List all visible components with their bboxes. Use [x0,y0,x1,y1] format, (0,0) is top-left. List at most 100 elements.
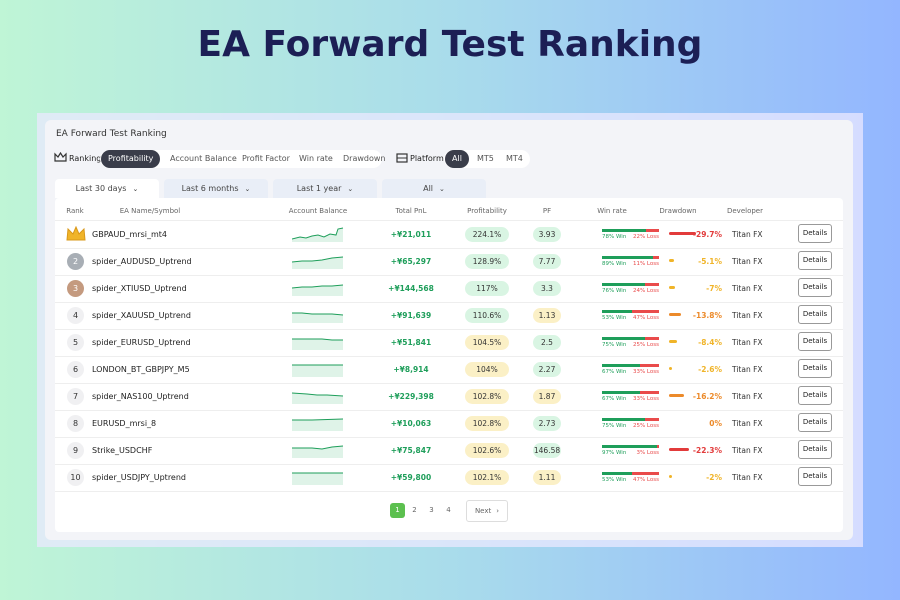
total-pnl: +¥10,063 [390,419,432,428]
drawdown: -5.1% [698,257,722,266]
rank-badge: 5 [67,334,84,351]
filter-dropdown[interactable]: Last 6 months ⌄ [164,179,268,198]
pf-pill: 1.11 [533,470,561,485]
drawdown-bar [669,286,676,289]
loss-label: 22% Loss [632,234,659,240]
win-label: 53% Win [602,315,627,321]
details-button[interactable]: Details [798,467,832,486]
page-button[interactable]: 4 [446,506,451,514]
pf-pill: 146.58 [533,443,561,458]
table-row: 5 spider_EURUSD_Uptrend +¥51,841 104.5% 2.5 7… [55,329,843,357]
details-button[interactable]: Details [798,332,832,351]
table-row: 10 spider_USDJPY_Uptrend +¥59,800 102.1% 1.1… [55,464,843,492]
ea-name: GBPAUD_mrsi_mt4 [92,230,167,239]
balance-sparkline [292,338,343,350]
drawdown: -2% [706,473,722,482]
drawdown: -8.4% [698,338,722,347]
tab[interactable]: Account Balance [170,154,237,163]
chevron: ⌄ [244,185,251,193]
win-bar [602,445,658,448]
total-pnl: +¥59,800 [390,473,432,482]
loss-label: 33% Loss [632,396,659,402]
win-label: 75% Win [602,342,627,348]
total-pnl: +¥91,639 [390,311,432,320]
ea-name: spider_EURUSD_Uptrend [92,338,191,347]
next-label: Next [474,507,492,515]
details-button[interactable]: Details [798,440,832,459]
header-divider [55,220,843,221]
developer: Titan FX [732,365,763,374]
balance-sparkline [292,256,344,269]
filter-label: Last 1 year [296,184,342,193]
balance-sparkline [292,472,343,485]
chevron: ⌄ [347,185,354,193]
win-label: 78% Win [602,234,627,240]
drawdown: 0% [709,419,722,428]
details-button[interactable]: Details [798,413,832,432]
rank-badge: 6 [67,361,84,378]
details-button[interactable]: Details [798,305,832,324]
win-label: 75% Win [602,423,627,429]
table-row: 9 Strike_USDCHF +¥75,847 102.6% 146.58 97% Wi… [55,437,843,465]
ea-name: LONDON_BT_GBPJPY_M5 [92,365,190,374]
win-label: 76% Win [602,288,627,294]
pf-pill: 1.13 [533,308,561,323]
details-button[interactable]: Details [798,251,832,270]
chevron: ⌄ [439,185,445,193]
developer: Titan FX [732,338,763,347]
table-row: 8 EURUSD_mrsi_8 +¥10,063 102.8% 2.73 75% Win 2… [55,410,843,438]
tab-group [100,150,382,168]
ea-name: spider_NAS100_Uptrend [92,392,189,401]
filter-dropdown[interactable]: All ⌄ [382,179,486,198]
win-bar [602,418,645,421]
loss-label: 11% Loss [632,261,659,267]
filter-dropdown[interactable]: Last 30 days ⌄ [55,179,159,198]
win-bar [602,337,645,340]
win-bar [602,391,641,394]
developer: Titan FX [732,284,763,293]
chevron: ⌄ [132,185,139,193]
platform-tab[interactable]: All [445,150,469,168]
rank-badge: 2 [67,253,84,270]
panel-title: EA Forward Test Ranking [56,129,167,139]
loss-label: 33% Loss [632,369,659,375]
details-button[interactable]: Details [798,359,832,378]
details-button[interactable]: Details [798,278,832,297]
profitability-pill: 128.9% [465,254,509,269]
details-button[interactable]: Details [798,224,832,243]
filter-dropdown[interactable]: Last 1 year ⌄ [273,179,377,198]
pf-pill: 1.87 [533,389,561,404]
rank-badge: 10 [67,469,84,486]
balance-sparkline [292,364,343,377]
platform-tab[interactable]: MT4 [506,154,523,163]
win-bar [602,472,633,475]
win-label: 89% Win [602,261,627,267]
next-button[interactable]: Next › [466,500,508,522]
balance-sparkline [292,392,344,404]
balance-sparkline [292,418,344,431]
tab[interactable]: Win rate [299,154,333,163]
pf-pill: 2.73 [533,416,561,431]
win-bar [602,256,653,259]
table-row: 6 LONDON_BT_GBPJPY_M5 +¥8,914 104% 2.27 67% W… [55,356,843,384]
tab[interactable]: Profit Factor [242,154,290,163]
page-button[interactable]: 2 [412,506,417,514]
developer: Titan FX [732,230,763,239]
tab[interactable]: Profitability [101,150,161,168]
platform-tab[interactable]: MT5 [477,154,494,163]
total-pnl: +¥65,297 [390,257,432,266]
details-button[interactable]: Details [798,386,832,405]
tab-label: Ranking [69,154,102,163]
tab[interactable]: Drawdown [343,154,386,163]
loss-label: 47% Loss [632,477,659,483]
pf-pill: 2.27 [533,362,561,377]
column-header: Account Balance [288,207,348,215]
drawdown: -13.8% [692,311,722,320]
win-label: 97% Win [602,450,627,456]
profitability-pill: 110.6% [465,308,509,323]
loss-label: 24% Loss [632,288,659,294]
page-button[interactable]: 3 [429,506,434,514]
page-button[interactable]: 1 [390,503,405,518]
table-row: 7 spider_NAS100_Uptrend +¥229,398 102.8% 1.8… [55,383,843,411]
drawdown-bar [669,232,696,235]
